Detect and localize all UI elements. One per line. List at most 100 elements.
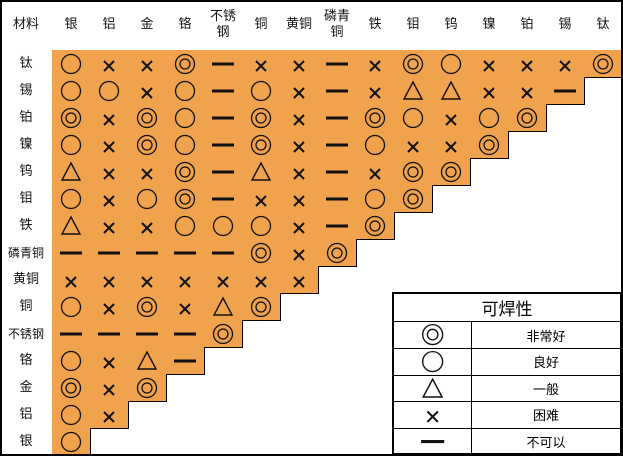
table-cell [128, 77, 167, 105]
row-header: 银 [0, 428, 53, 456]
good-icon [250, 80, 272, 101]
table-cell [432, 50, 471, 78]
table-cell [394, 50, 433, 78]
table-cell [90, 266, 129, 294]
table-cell [166, 185, 205, 213]
table-cell [166, 131, 205, 159]
table-cell [90, 401, 129, 429]
table-cell [318, 212, 357, 240]
impossible-icon [326, 116, 348, 119]
poor-icon [141, 167, 153, 180]
table-cell [204, 158, 243, 186]
excellent-icon [402, 188, 424, 209]
table-cell [90, 320, 129, 348]
table-cell [204, 185, 243, 213]
table-cell [204, 266, 243, 294]
table-cell [356, 185, 395, 213]
legend-label: 不可以 [526, 436, 566, 452]
good-icon [60, 404, 82, 425]
table-cell [432, 158, 471, 186]
table-cell [318, 131, 357, 159]
table-cell [280, 77, 319, 105]
legend-item: 困难 [394, 401, 620, 429]
good-icon [402, 107, 424, 128]
column-header: 磷青 铜 [318, 0, 357, 51]
table-cell [280, 185, 319, 213]
table-cell [52, 320, 91, 348]
table-cell [242, 212, 281, 240]
legend-symbol [394, 375, 472, 402]
impossible-icon [212, 143, 234, 146]
legend-symbol [394, 428, 472, 456]
excellent-icon [60, 107, 82, 128]
table-cell [546, 77, 585, 105]
table-cell [52, 266, 91, 294]
table-cell [166, 320, 205, 348]
poor-icon [293, 59, 305, 72]
poor-icon [103, 167, 115, 180]
legend-label: 非常好 [526, 329, 566, 345]
poor-icon [103, 221, 115, 234]
table-cell [204, 50, 243, 78]
table-cell [128, 185, 167, 213]
poor-icon [103, 410, 115, 423]
poor-icon [293, 113, 305, 126]
fair-icon [60, 161, 82, 181]
table-cell [394, 158, 433, 186]
column-header: 钼 [394, 0, 433, 51]
impossible-icon [174, 359, 196, 362]
impossible-icon [554, 89, 576, 92]
table-cell [242, 50, 281, 78]
table-cell [166, 77, 205, 105]
poor-icon [293, 140, 305, 153]
column-header: 铜 [242, 0, 281, 51]
table-cell [204, 77, 243, 105]
corner-header: 材料 [0, 0, 53, 51]
table-cell [90, 50, 129, 78]
poor-icon [255, 194, 267, 207]
excellent-icon [592, 53, 614, 74]
fair-icon [440, 80, 462, 100]
row-header: 镍 [0, 131, 53, 159]
poor-icon [217, 275, 229, 288]
column-header: 不锈 钢 [204, 0, 243, 51]
impossible-icon [174, 332, 196, 335]
good-icon [440, 53, 462, 74]
table-cell [128, 293, 167, 321]
legend-item: 良好 [394, 348, 620, 376]
legend-label: 良好 [532, 356, 559, 372]
table-cell [166, 158, 205, 186]
table-cell [52, 50, 91, 78]
legend-symbol [394, 322, 472, 348]
row-header: 钼 [0, 185, 53, 213]
poor-icon [483, 86, 495, 99]
table-cell [508, 50, 547, 78]
table-cell [52, 293, 91, 321]
table-cell [356, 131, 395, 159]
poor-icon [65, 275, 77, 288]
excellent-icon [250, 242, 272, 263]
legend-label: 困难 [532, 409, 559, 425]
poor-icon [255, 275, 267, 288]
table-cell [242, 77, 281, 105]
excellent-icon [174, 188, 196, 209]
good-icon [136, 188, 158, 209]
excellent-icon [421, 324, 444, 346]
poor-icon [141, 86, 153, 99]
excellent-icon [174, 161, 196, 182]
good-icon [364, 188, 386, 209]
good-icon [250, 215, 272, 236]
table-cell [204, 131, 243, 159]
table-cell [204, 104, 243, 132]
column-header: 铁 [356, 0, 395, 51]
legend-item: 一般 [394, 375, 620, 403]
column-header: 铝 [90, 0, 129, 51]
impossible-icon [326, 143, 348, 146]
table-cell [52, 401, 91, 429]
legend-symbol [394, 348, 472, 375]
excellent-icon [250, 107, 272, 128]
poor-icon [103, 140, 115, 153]
column-header: 铂 [508, 0, 547, 51]
column-header: 黄铜 [280, 0, 319, 51]
row-header: 锡 [0, 77, 53, 105]
